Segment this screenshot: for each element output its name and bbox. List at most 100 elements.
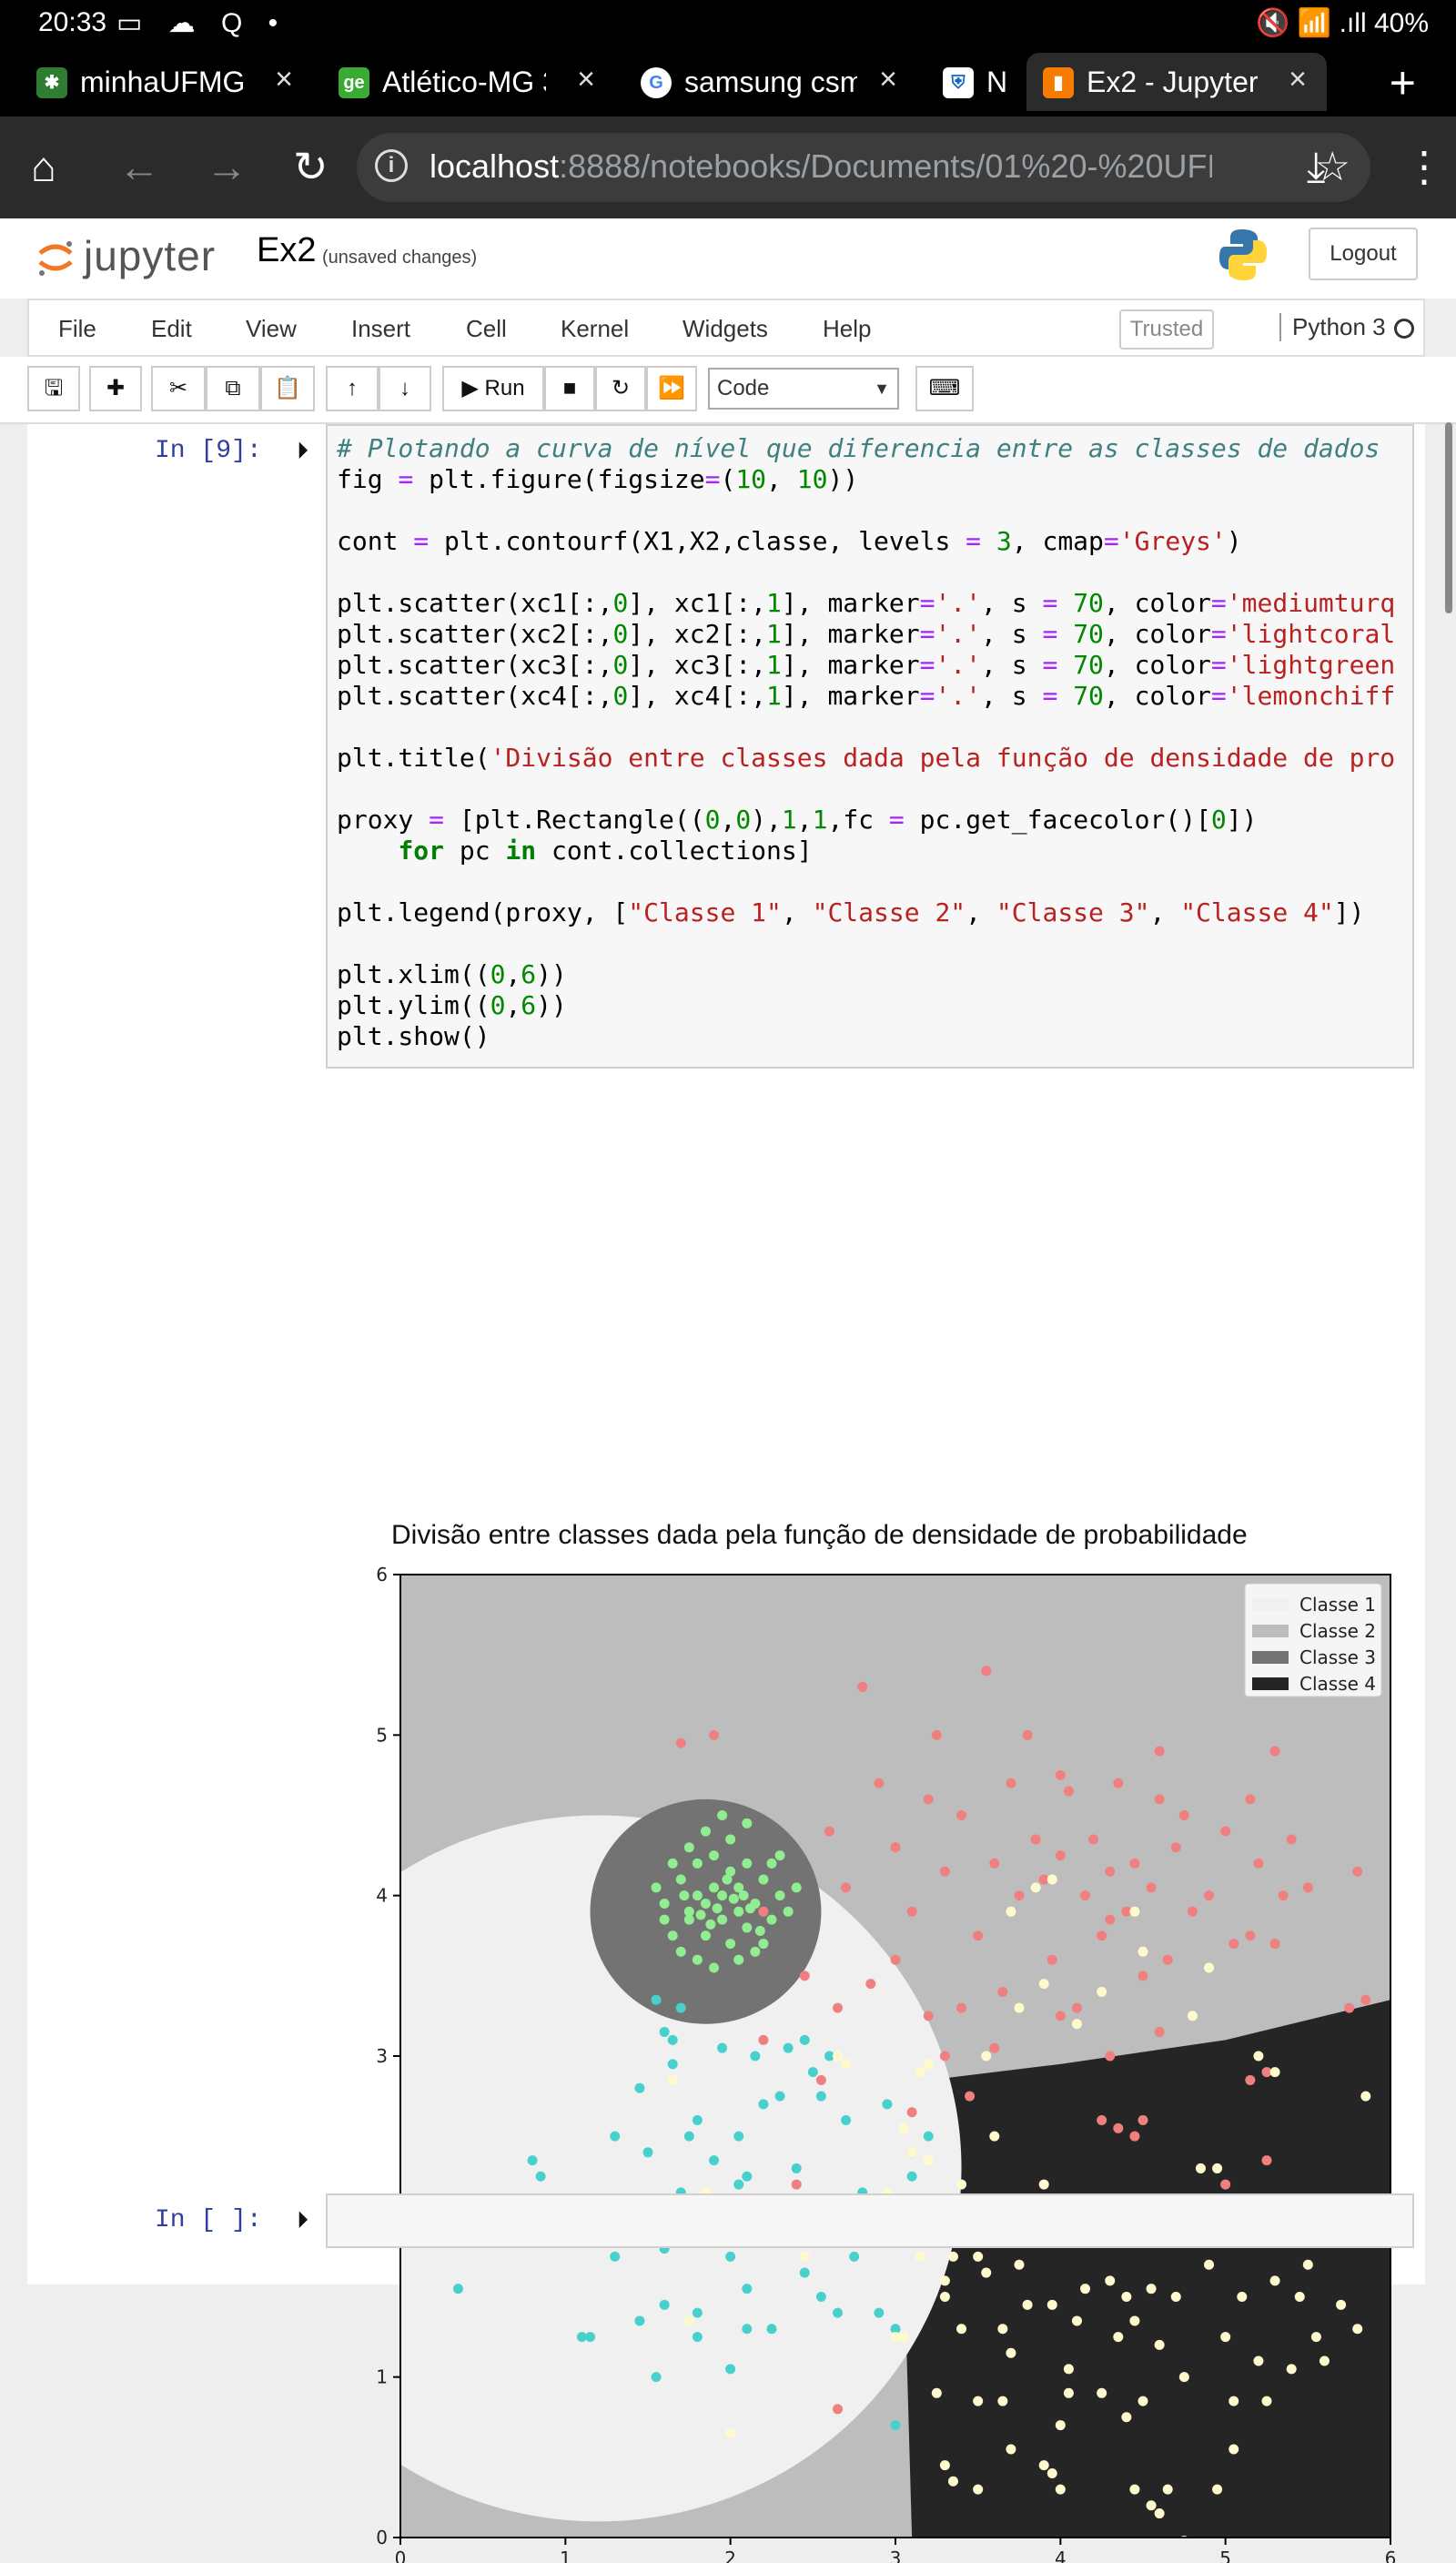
scatter-point-xc3 <box>700 1930 711 1941</box>
empty-code-cell[interactable] <box>326 2193 1414 2248</box>
close-icon[interactable]: × <box>275 62 293 96</box>
url-text[interactable]: localhost:8888/notebooks/Documents/01%20… <box>430 147 1212 186</box>
close-icon[interactable]: × <box>1289 62 1307 96</box>
code-cell-editor[interactable]: # Plotando a curva de nível que diferenc… <box>326 424 1414 1069</box>
scatter-point-xc3 <box>733 1906 744 1917</box>
scatter-point-xc4 <box>1204 2259 1215 2270</box>
close-icon[interactable]: × <box>879 62 897 96</box>
scatter-point-xc4 <box>1286 2364 1297 2375</box>
y-tick-label: 5 <box>376 1724 388 1746</box>
back-icon[interactable]: ← <box>118 143 160 190</box>
copy-button[interactable]: ⧉ <box>206 366 260 411</box>
scatter-point-xc4 <box>1006 2444 1016 2455</box>
scatter-point-xc1 <box>742 2171 753 2182</box>
home-icon[interactable]: ⌂ <box>31 143 56 190</box>
menu-widgets[interactable]: Widgets <box>682 315 768 342</box>
scatter-point-xc2 <box>1105 1866 1116 1877</box>
scatter-point-xc4 <box>1228 2396 1239 2406</box>
paste-button[interactable]: 📋 <box>260 366 315 411</box>
trusted-indicator[interactable]: Trusted <box>1119 309 1214 350</box>
scatter-point-xc3 <box>695 1910 706 1920</box>
scatter-point-xc1 <box>799 2034 810 2045</box>
move-up-button[interactable]: ↑ <box>326 366 379 411</box>
code-line: proxy = [plt.Rectangle((0,0),1,1,fc = pc… <box>337 805 1258 835</box>
notebook-name[interactable]: Ex2 <box>257 231 317 269</box>
cut-button[interactable]: ✂ <box>151 366 206 411</box>
scatter-point-xc3 <box>659 1898 670 1909</box>
scatter-point-xc3 <box>712 1903 723 1914</box>
tab-ex2-jupyter[interactable]: ▮ Ex2 - Jupyter N × <box>1026 53 1327 111</box>
interrupt-button[interactable]: ■ <box>544 366 595 411</box>
code-line: plt.scatter(xc1[:,0], xc1[:,1], marker='… <box>337 588 1396 618</box>
code-text[interactable]: # Plotando a curva de nível que diferenc… <box>328 426 1412 1052</box>
scatter-point-xc4 <box>1310 2332 1321 2343</box>
tab-samsung[interactable]: G samsung csm b × <box>624 53 917 111</box>
scatter-point-xc2 <box>1154 1746 1165 1757</box>
info-icon[interactable]: i <box>375 149 408 182</box>
x-tick-label: 1 <box>560 2548 571 2563</box>
scatter-point-xc2 <box>1245 1930 1256 1941</box>
scrollbar-thumb[interactable] <box>1445 422 1452 613</box>
scatter-point-xc3 <box>728 1893 739 1904</box>
scatter-point-xc4 <box>683 2315 694 2326</box>
run-cell-icon[interactable]: ⏵ <box>297 437 309 464</box>
scatter-point-xc4 <box>1097 1986 1107 1997</box>
scatter-point-xc4 <box>1038 2179 1049 2190</box>
restart-button[interactable]: ↻ <box>595 366 646 411</box>
menu-view[interactable]: View <box>246 315 297 342</box>
save-button[interactable]: 🖫 <box>27 366 80 411</box>
close-icon[interactable]: × <box>577 62 595 96</box>
y-tick-label: 6 <box>376 1564 388 1585</box>
forward-icon[interactable]: → <box>206 143 248 190</box>
scatter-point-xc4 <box>973 2251 984 2262</box>
more-menu-icon[interactable]: ⋮ <box>1403 143 1445 190</box>
status-time: 20:33 <box>38 7 107 37</box>
address-bar[interactable]: i localhost:8888/notebooks/Documents/01%… <box>357 133 1370 202</box>
scatter-point-xc2 <box>841 1882 852 1893</box>
tab-atletico[interactable]: ge Atlético-MG 3 x × <box>322 53 615 111</box>
menu-kernel[interactable]: Kernel <box>561 315 630 342</box>
scatter-point-xc4 <box>1014 2002 1025 2013</box>
restart-run-all-button[interactable]: ⏩ <box>646 366 697 411</box>
menu-edit[interactable]: Edit <box>151 315 192 342</box>
scatter-point-xc4 <box>667 2074 678 2085</box>
ge-icon: ge <box>339 67 369 98</box>
scatter-point-xc1 <box>742 2324 753 2335</box>
cell-type-select[interactable]: Code ▼ <box>708 368 899 410</box>
run-cell-icon[interactable]: ⏵ <box>297 2206 309 2234</box>
new-tab-plus-icon[interactable]: + <box>1389 57 1416 108</box>
scatter-point-xc3 <box>659 1914 670 1925</box>
jupyter-header: jupyter Ex2 (unsaved changes) Logout <box>0 218 1456 299</box>
logout-button[interactable]: Logout <box>1309 228 1418 280</box>
keyboard-icon: ⌨ <box>928 376 961 400</box>
scatter-point-xc3 <box>744 1903 755 1914</box>
download-icon[interactable]: ⤓ <box>1307 143 1326 190</box>
scatter-point-xc4 <box>1138 2396 1148 2406</box>
move-down-button[interactable]: ↓ <box>379 366 431 411</box>
scatter-point-xc3 <box>692 1858 703 1869</box>
menu-file[interactable]: File <box>58 315 96 342</box>
bookmark-star-icon[interactable]: ☆ <box>1314 145 1350 189</box>
insert-cell-button[interactable]: ✚ <box>89 366 142 411</box>
scatter-point-xc2 <box>1006 1778 1016 1788</box>
scatter-point-xc4 <box>1195 2163 1206 2173</box>
menu-help[interactable]: Help <box>823 315 872 342</box>
scatter-point-xc4 <box>947 2251 958 2262</box>
run-button[interactable]: ▶ Run <box>442 366 544 411</box>
scatter-point-xc2 <box>833 2404 844 2415</box>
scatter-point-xc2 <box>1097 2115 1107 2126</box>
scatter-point-xc1 <box>452 2284 463 2295</box>
reload-icon[interactable]: ↻ <box>293 143 329 190</box>
scatter-point-xc4 <box>1138 1946 1148 1957</box>
tab-n[interactable]: ⛨ N <box>926 53 1017 111</box>
scatter-point-xc1 <box>725 2251 736 2262</box>
menu-insert[interactable]: Insert <box>351 315 411 342</box>
tab-minhaufmg[interactable]: ✱ minhaUFMG × <box>20 53 313 111</box>
scatter-point-xc3 <box>717 1890 728 1901</box>
menu-cell[interactable]: Cell <box>466 315 507 342</box>
scatter-point-xc4 <box>1237 2292 1248 2302</box>
scatter-point-xc4 <box>841 2059 852 2070</box>
tab-title: Ex2 - Jupyter N <box>1087 66 1269 98</box>
scatter-point-xc2 <box>1204 1890 1215 1901</box>
command-palette-button[interactable]: ⌨ <box>915 366 974 411</box>
